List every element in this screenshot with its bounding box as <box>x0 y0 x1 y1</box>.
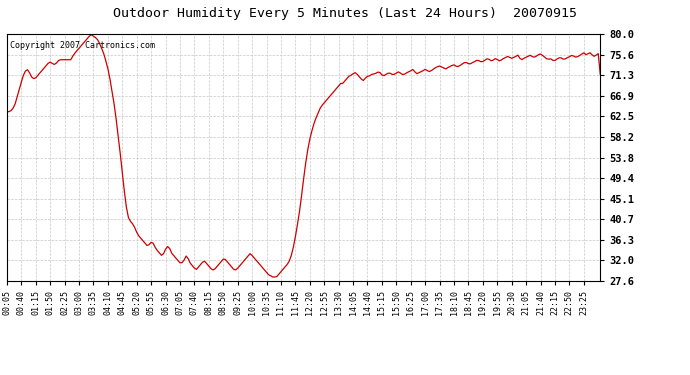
Text: Copyright 2007 Cartronics.com: Copyright 2007 Cartronics.com <box>10 41 155 50</box>
Text: Outdoor Humidity Every 5 Minutes (Last 24 Hours)  20070915: Outdoor Humidity Every 5 Minutes (Last 2… <box>113 8 577 21</box>
